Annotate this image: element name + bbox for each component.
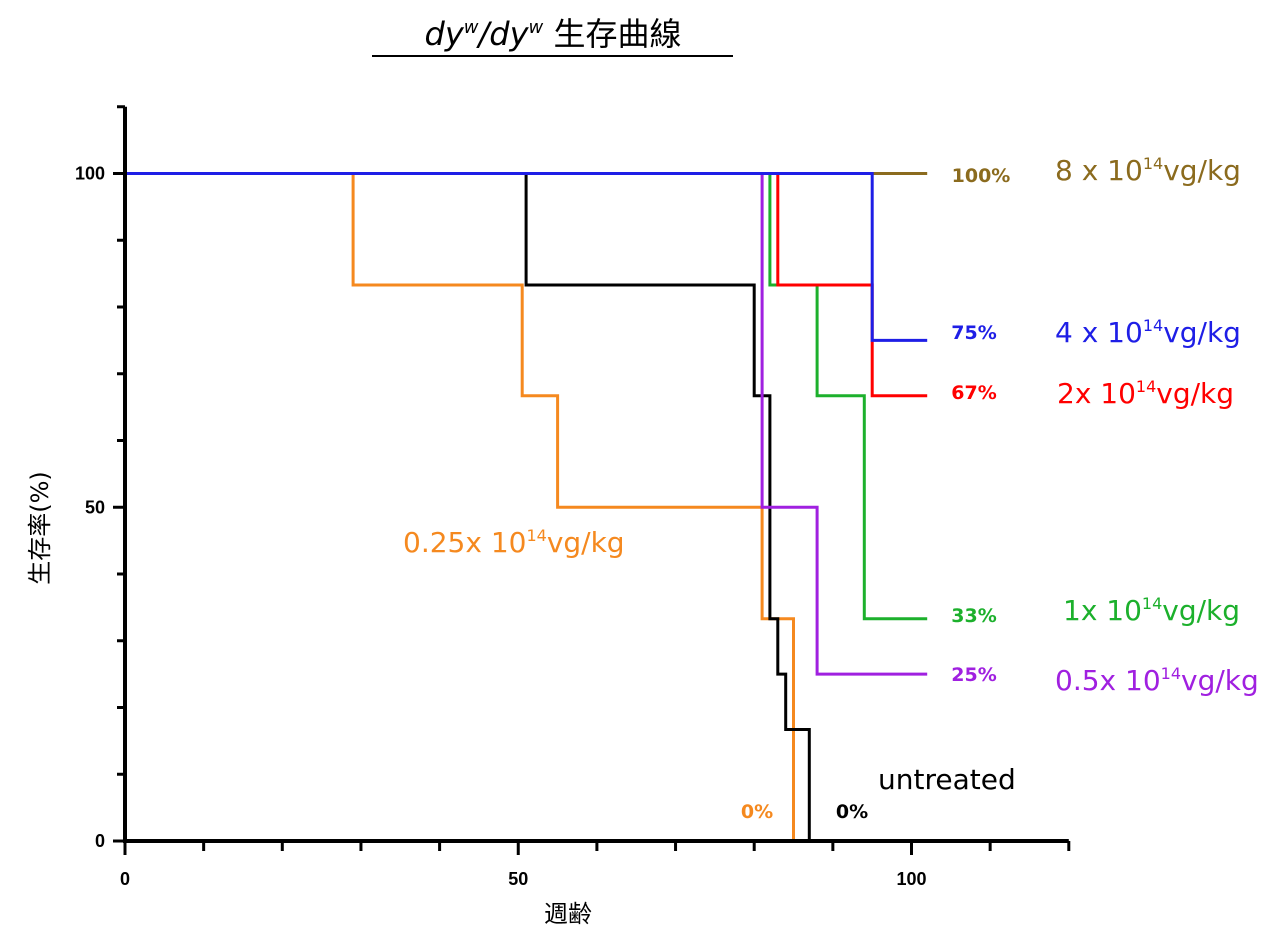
y-axis-title: 生存率(%) [26,471,54,585]
end-percentage-label: 100% [952,165,1011,187]
series-label-part: 8 x 10 [1055,154,1143,187]
y-tick-label: 100 [75,164,105,184]
series-label-exponent: 14 [1136,377,1156,396]
series-label-exponent: 14 [526,526,546,545]
series-label: untreated [878,763,1016,796]
x-axis-title: 週齢 [544,900,592,928]
survival-curves [125,172,928,841]
end-percentage-label: 0% [741,801,773,823]
end-percentage-labels: 0% 0% 25% 33% 67% 100% 75% [741,165,1010,823]
series-label: 0.25x 1014vg/kg [403,526,625,559]
end-percentage-label: 75% [951,322,996,344]
series-label: 4 x 1014vg/kg [1055,316,1241,349]
x-tick-label: 100 [896,869,926,889]
series-label-part: vg/kg [1156,377,1234,410]
series-label-part: 0.5x 10 [1055,664,1161,697]
series-label-exponent: 14 [1143,316,1163,335]
series-label-part: untreated [878,763,1016,796]
x-tick-label: 50 [508,869,528,889]
y-tick-label: 0 [95,831,105,851]
survival-curve-line [125,172,795,841]
end-percentage-label: 25% [951,664,996,686]
title-part: dy [425,15,465,53]
x-tick-label: 0 [120,869,130,889]
series-label: 2x 1014vg/kg [1057,377,1234,410]
survival-curve-line [125,172,928,342]
series-label-part: 4 x 10 [1055,316,1143,349]
end-percentage-label: 0% [836,801,868,823]
series-label: 0.5x 1014vg/kg [1055,664,1259,697]
survival-curve-line [125,172,928,621]
survival-curve-line [125,172,811,841]
series-label-part: vg/kg [1163,316,1241,349]
title-superscript: w [464,17,479,38]
y-tick-label: 50 [85,497,105,517]
series-label-part: vg/kg [1162,594,1240,627]
series-label-exponent: 14 [1143,154,1163,173]
series-label-part: 1x 10 [1063,594,1142,627]
series-label-part: 2x 10 [1057,377,1136,410]
series-label-exponent: 14 [1161,664,1181,683]
series-label-part: vg/kg [547,526,625,559]
series-label: 8 x 1014vg/kg [1055,154,1241,187]
series-label: 1x 1014vg/kg [1063,594,1240,627]
title-part: 生存曲線 [543,15,681,53]
end-percentage-label: 67% [951,382,996,404]
title-part: /dy [476,15,530,53]
series-label-part: vg/kg [1181,664,1259,697]
series-label-exponent: 14 [1142,594,1162,613]
chart-title: dyw/dyw 生存曲線 [425,15,682,53]
series-label-part: vg/kg [1163,154,1241,187]
axes: 0 50 100 0 50 100 [75,105,1071,889]
title-superscript: w [529,17,544,38]
series-label-part: 0.25x 10 [403,526,526,559]
end-percentage-label: 33% [951,605,996,627]
